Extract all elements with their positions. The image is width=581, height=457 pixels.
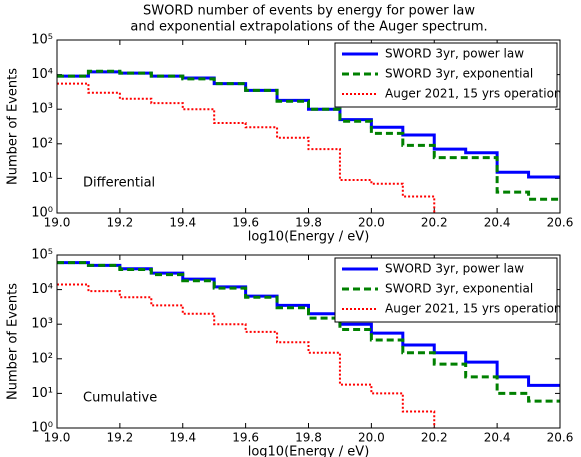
- plot-area: [57, 69, 560, 213]
- y-tick-label: 10⁴: [31, 282, 53, 297]
- x-tick-label: 20.0: [358, 431, 385, 445]
- histogram-step: [57, 69, 560, 201]
- y-axis-label: Number of Events: [6, 68, 21, 185]
- histogram-step: [57, 261, 560, 403]
- y-tick-label: 10²: [31, 351, 53, 366]
- histogram-step: [57, 82, 436, 213]
- y-axis-label: Number of Events: [6, 283, 21, 400]
- axes-frame: [56, 39, 561, 214]
- y-tick-label: 10¹: [31, 171, 53, 186]
- x-tick-label: 19.0: [44, 216, 71, 230]
- legend-label: Auger 2021, 15 yrs operation: [385, 87, 562, 101]
- chart-title: and exponential extrapolations of the Au…: [130, 20, 487, 35]
- x-tick-label: 20.4: [484, 216, 511, 230]
- x-axis-label: log10(Energy / eV): [248, 230, 370, 245]
- annotation: Differential: [83, 176, 155, 191]
- x-tick-label: 20.2: [421, 431, 448, 445]
- legend-label: SWORD 3yr, power law: [385, 262, 524, 276]
- x-tick-label: 20.4: [484, 431, 511, 445]
- x-tick-label: 19.2: [107, 431, 134, 445]
- legend-label: SWORD 3yr, exponential: [385, 282, 533, 296]
- x-tick-label: 19.6: [232, 216, 259, 230]
- x-tick-label: 20.6: [547, 431, 574, 445]
- x-tick-label: 20.2: [421, 216, 448, 230]
- y-tick-label: 10⁰: [31, 206, 53, 221]
- y-tick-label: 10³: [31, 317, 53, 332]
- legend-label: Auger 2021, 15 yrs operation: [385, 302, 562, 316]
- y-tick-label: 10⁵: [31, 33, 53, 48]
- x-axis-label: log10(Energy / eV): [248, 445, 370, 457]
- y-tick-label: 10²: [31, 136, 53, 151]
- x-tick-label: 19.4: [169, 431, 196, 445]
- x-tick-label: 19.8: [295, 216, 322, 230]
- chart-title: SWORD number of events by energy for pow…: [143, 4, 475, 19]
- x-tick-label: 19.6: [232, 431, 259, 445]
- y-tick-label: 10⁵: [31, 248, 53, 263]
- y-tick-label: 10³: [31, 102, 53, 117]
- x-tick-label: 19.4: [169, 216, 196, 230]
- y-tick-label: 10⁴: [31, 67, 53, 82]
- y-tick-label: 10⁰: [31, 421, 53, 436]
- legend-label: SWORD 3yr, exponential: [385, 67, 533, 81]
- plot-area: [57, 261, 560, 428]
- x-tick-label: 19.0: [44, 431, 71, 445]
- axes-frame: [56, 254, 561, 429]
- x-tick-label: 19.2: [107, 216, 134, 230]
- x-tick-label: 20.0: [358, 216, 385, 230]
- y-tick-label: 10¹: [31, 386, 53, 401]
- annotation: Cumulative: [83, 391, 157, 406]
- x-tick-label: 20.6: [547, 216, 574, 230]
- legend-label: SWORD 3yr, power law: [385, 47, 524, 61]
- x-tick-label: 19.8: [295, 431, 322, 445]
